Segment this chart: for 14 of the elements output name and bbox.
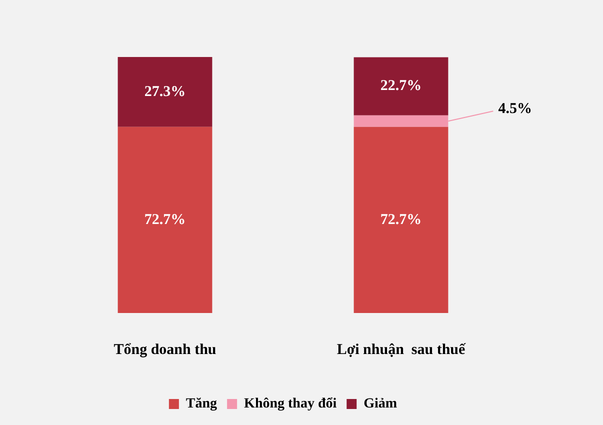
data-label: 27.3% — [144, 84, 186, 100]
bar — [354, 126, 448, 313]
legend-label: Giảm — [364, 396, 398, 412]
data-label: 4.5% — [498, 101, 532, 118]
legend-label: Không thay đổi — [244, 396, 337, 412]
bar — [118, 126, 212, 313]
data-label: 22.7% — [380, 78, 422, 94]
bar — [118, 57, 212, 127]
x-tick-label: Lợi nhuận sau thuế — [336, 342, 467, 358]
x-tick-label: Tổng doanh thu — [114, 342, 216, 358]
data-label: 72.7% — [380, 212, 422, 228]
data-label: 72.7% — [144, 212, 186, 228]
bar — [354, 57, 448, 116]
legend-label: Tăng — [186, 396, 218, 412]
